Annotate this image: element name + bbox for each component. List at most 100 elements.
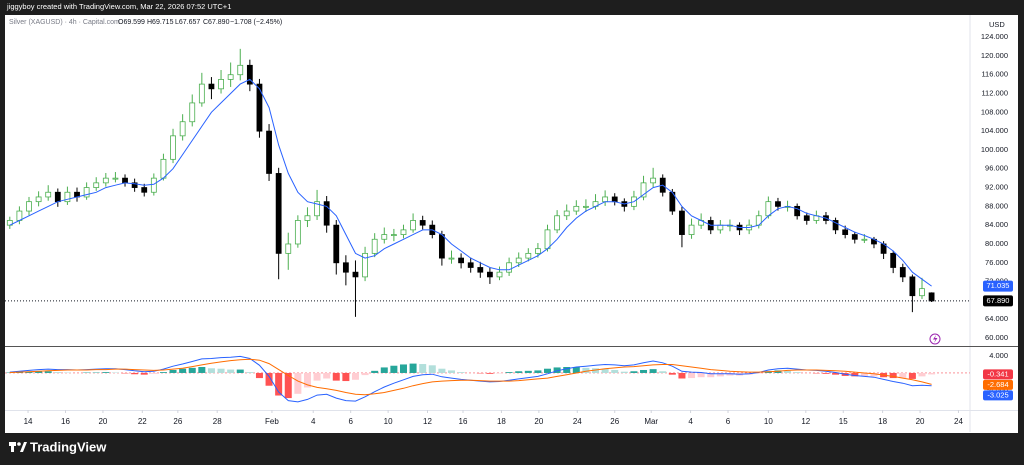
x-tick-label: 16 [61, 417, 70, 426]
histogram-bar [553, 367, 561, 373]
candle-body [93, 182, 100, 188]
histogram-bar [284, 372, 292, 399]
signal-line [9, 358, 932, 396]
histogram-bar [169, 369, 177, 373]
candle-body [919, 288, 925, 297]
candle-body [909, 276, 916, 297]
candle-body [611, 196, 618, 203]
x-tick-label: 15 [839, 417, 848, 426]
histogram-bar [486, 372, 494, 374]
y-tick-label: 104.000 [981, 126, 1008, 135]
x-tick-label: 16 [459, 417, 468, 426]
candle-body [227, 74, 234, 80]
histogram-bar [899, 372, 907, 379]
candle-body [679, 210, 685, 235]
candle-body [506, 262, 513, 273]
histogram-bar [150, 372, 158, 374]
histogram-bar [25, 371, 33, 373]
candle-body [131, 182, 138, 188]
x-tick-label: 10 [384, 417, 393, 426]
legend-symbol: Silver (XAGUSD) · 4h · Capital.com [9, 19, 120, 26]
candle-body [371, 238, 378, 254]
histogram-bar [179, 368, 187, 373]
candle-body [487, 271, 493, 278]
candle-body [237, 64, 244, 76]
macd-badge [983, 369, 1013, 380]
x-tick-label: 4 [311, 417, 316, 426]
candle-body [160, 158, 167, 179]
price-badge-label: 67.890 [987, 296, 1010, 305]
candle-body [333, 224, 340, 264]
histogram-bar [860, 372, 868, 377]
alert-icon[interactable] [929, 333, 941, 345]
candle-body [535, 248, 541, 254]
candle-body [16, 210, 23, 221]
candle-body [150, 177, 157, 193]
candle-body [64, 191, 71, 203]
candle-body [832, 220, 839, 231]
histogram-bar [188, 367, 196, 373]
candle-body [304, 215, 311, 221]
candle-body [314, 201, 320, 217]
candle-body [26, 201, 32, 212]
x-tick-label: 20 [916, 417, 925, 426]
x-tick-label: 14 [24, 417, 33, 426]
y-tick-label: 116.000 [981, 70, 1008, 79]
candle-body [438, 234, 445, 259]
candle-body [525, 252, 532, 259]
histogram-bar [457, 372, 465, 373]
y-tick-label: 96.000 [985, 164, 1008, 173]
macd-badge-label: -0.341 [987, 369, 1008, 378]
candle-body [275, 173, 282, 254]
candle-body [467, 262, 474, 268]
candle-body [362, 252, 368, 278]
x-tick-label: 26 [173, 417, 182, 426]
histogram-bar [592, 368, 600, 373]
histogram-bar [582, 367, 590, 373]
candle-body [899, 267, 906, 278]
candle-body [141, 187, 148, 193]
price-badge-label: 71.035 [987, 281, 1010, 290]
histogram-bar [515, 371, 523, 373]
x-tick-label: 28 [213, 417, 222, 426]
y-tick-label: 80.000 [985, 239, 1008, 248]
legend-change: −1.708 (−2.45%) [230, 19, 282, 26]
histogram-bar [35, 371, 43, 373]
candle-body [496, 271, 503, 278]
x-tick-label: 18 [878, 417, 887, 426]
candle-body [170, 135, 176, 160]
x-tick-label: 20 [98, 417, 107, 426]
histogram-bar [601, 368, 609, 373]
histogram-bar [611, 369, 619, 373]
y-tick-label: 84.000 [985, 220, 1008, 229]
histogram-bar [419, 364, 427, 373]
candle-body [323, 201, 330, 226]
candle-body [688, 224, 695, 235]
histogram-bar [697, 372, 705, 378]
x-tick-label: Feb [265, 417, 279, 426]
candle-body [477, 267, 484, 273]
histogram-bar [44, 371, 52, 373]
candle-body [45, 191, 52, 198]
candle-body [102, 177, 109, 184]
histogram-bar [563, 367, 571, 373]
y-tick-label: 64.000 [985, 314, 1008, 323]
histogram-bar [265, 372, 273, 386]
x-tick-label: Mar [644, 417, 658, 426]
legend-close: C67.890 [203, 19, 230, 26]
histogram-bar [870, 372, 878, 377]
histogram-bar [313, 372, 321, 381]
candle-body [650, 177, 657, 184]
histogram-bar [784, 370, 792, 373]
x-tick-label: 12 [423, 417, 432, 426]
y-tick-label: 124.000 [981, 32, 1008, 41]
histogram-bar [371, 370, 379, 373]
candle-body [266, 130, 272, 174]
histogram-bar [390, 365, 398, 373]
histogram-bar [159, 372, 167, 373]
candle-body [342, 262, 349, 273]
histogram-bar [707, 372, 715, 378]
y-tick-label: 88.000 [985, 201, 1008, 210]
x-tick-label: 10 [764, 417, 773, 426]
candle-body [246, 64, 253, 85]
